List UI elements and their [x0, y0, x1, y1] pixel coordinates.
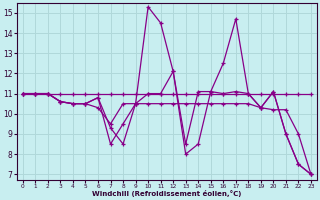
X-axis label: Windchill (Refroidissement éolien,°C): Windchill (Refroidissement éolien,°C) — [92, 190, 242, 197]
